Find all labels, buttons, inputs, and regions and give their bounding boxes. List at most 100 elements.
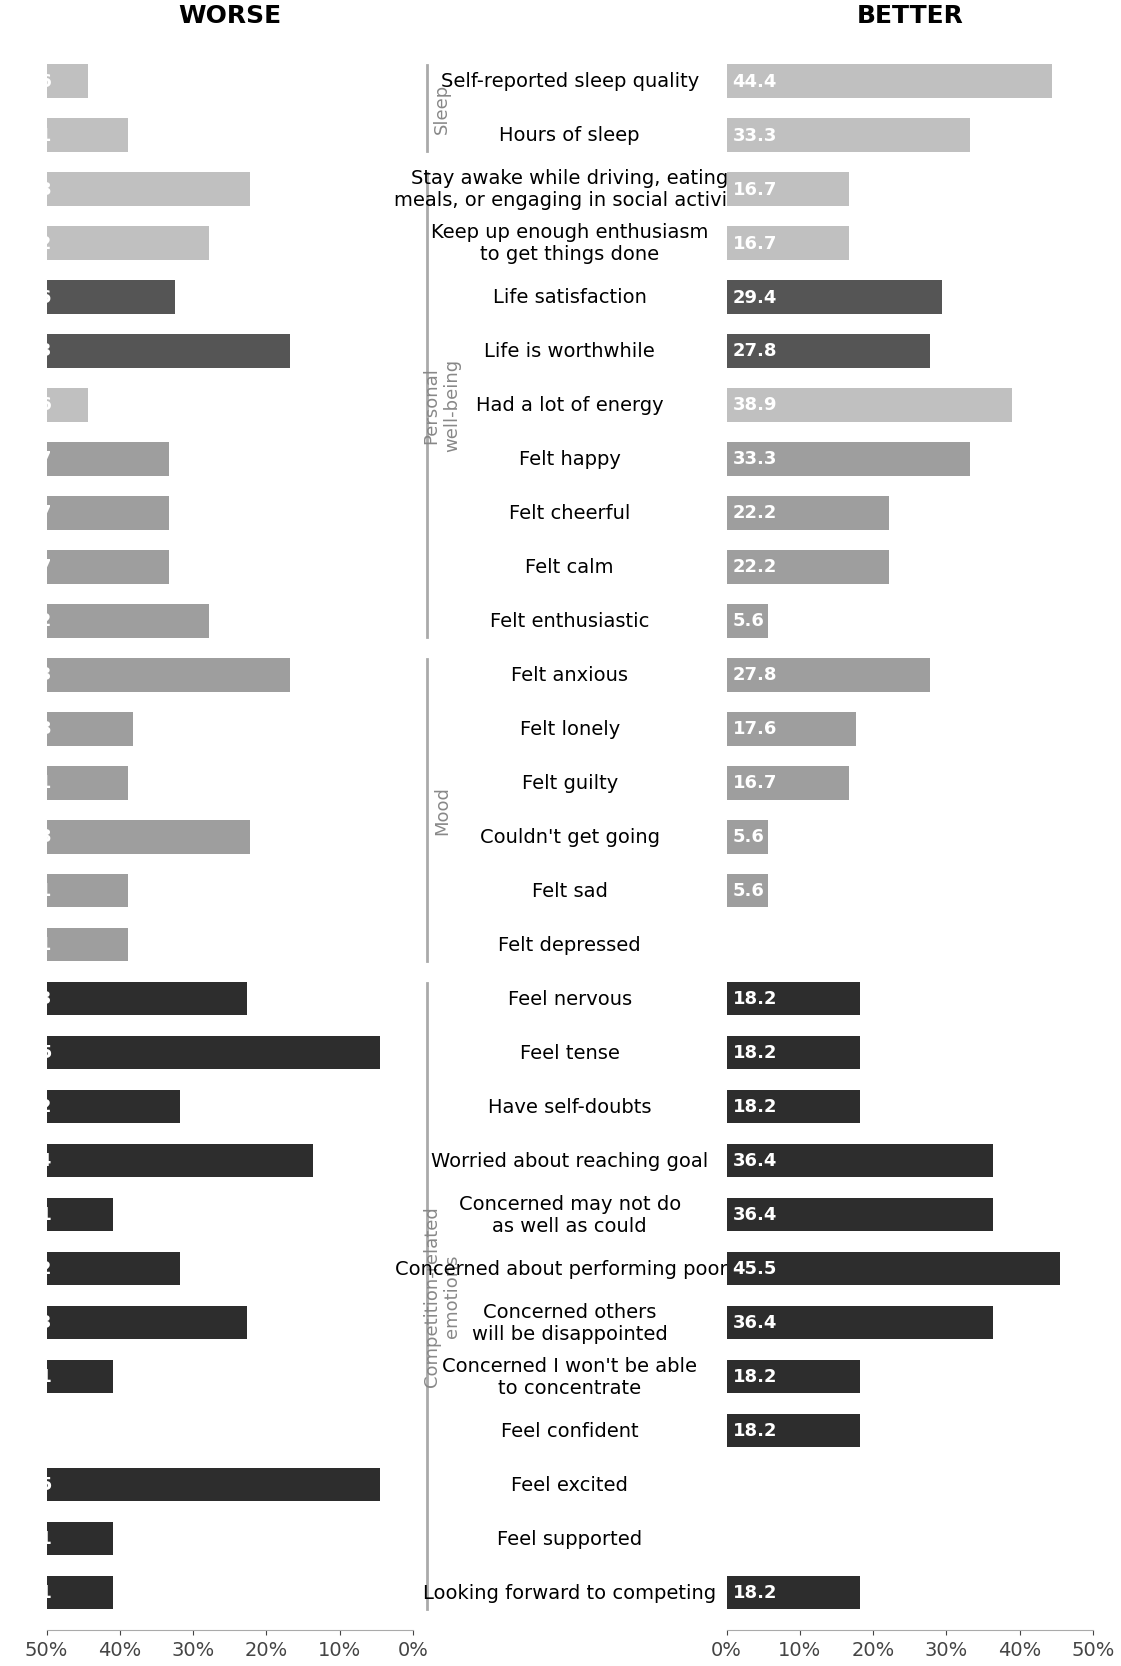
Text: 5.6: 5.6 [732,828,765,846]
Bar [47,443,169,476]
Text: Felt lonely: Felt lonely [519,720,620,738]
Text: 16.7: 16.7 [8,505,53,521]
Text: Felt cheerful: Felt cheerful [509,503,630,523]
Text: WORSE: WORSE [178,3,281,28]
Text: Concerned may not do
as well as could: Concerned may not do as well as could [458,1195,680,1235]
Text: Concerned about performing poorly: Concerned about performing poorly [395,1259,744,1278]
Text: 18.2: 18.2 [732,1584,777,1601]
Text: 18.2: 18.2 [732,1045,777,1061]
Bar [47,875,128,908]
Text: 5.6: 5.6 [20,73,53,90]
Text: Stay awake while driving, eating
meals, or engaging in social activity: Stay awake while driving, eating meals, … [393,168,745,210]
Text: Life satisfaction: Life satisfaction [492,288,647,307]
Bar [726,118,970,152]
Text: 17.6: 17.6 [8,288,53,307]
Bar [726,335,929,368]
Text: Feel tense: Feel tense [519,1043,620,1063]
Bar [726,1145,993,1178]
Text: 11.1: 11.1 [8,775,53,791]
Text: 11.1: 11.1 [8,881,53,900]
Bar [47,118,128,152]
Bar [47,550,169,585]
Text: 9.1: 9.1 [20,1529,53,1548]
Text: Concerned I won't be able
to concentrate: Concerned I won't be able to concentrate [442,1356,697,1398]
Bar [726,496,889,530]
Text: Competition-related
emotions: Competition-related emotions [423,1206,461,1386]
Text: 18.2: 18.2 [732,1421,777,1439]
Text: 36.4: 36.4 [732,1206,777,1225]
Text: 18.2: 18.2 [8,1259,53,1278]
Bar [47,1253,179,1286]
Text: 16.7: 16.7 [8,450,53,468]
Bar [47,1359,113,1393]
Text: Felt calm: Felt calm [526,558,613,576]
Bar [726,1359,860,1393]
Bar [726,280,942,315]
Bar [726,766,849,800]
Text: Personal
well-being: Personal well-being [423,358,461,451]
Text: 16.7: 16.7 [732,235,777,253]
Text: Feel excited: Feel excited [511,1474,628,1494]
Text: 9.1: 9.1 [20,1368,53,1386]
Text: 11.1: 11.1 [8,127,53,145]
Bar [47,1521,113,1556]
Text: Have self-doubts: Have self-doubts [488,1098,651,1116]
Text: 36.4: 36.4 [8,1151,53,1170]
Bar [726,1036,860,1070]
Text: 22.2: 22.2 [8,611,53,630]
Bar [726,983,860,1016]
Text: 38.9: 38.9 [732,397,777,415]
Text: 33.3: 33.3 [732,450,777,468]
Text: 17.6: 17.6 [732,720,777,738]
Text: 18.2: 18.2 [8,1098,53,1116]
Text: BETTER: BETTER [856,3,963,28]
Bar [47,496,169,530]
Bar [726,1576,860,1609]
Bar [726,875,768,908]
Text: Hours of sleep: Hours of sleep [499,127,640,145]
Bar [47,1576,113,1609]
Text: Had a lot of energy: Had a lot of energy [475,397,664,415]
Text: Feel supported: Feel supported [497,1529,642,1548]
Text: Looking forward to competing: Looking forward to competing [423,1583,716,1603]
Bar [726,1198,993,1231]
Bar [47,1468,380,1501]
Text: Felt guilty: Felt guilty [521,773,618,793]
Bar [47,388,87,421]
Text: 27.8: 27.8 [8,828,53,846]
Text: 27.8: 27.8 [8,180,53,198]
Text: 44.4: 44.4 [732,73,777,90]
Bar [726,65,1051,98]
Text: Sleep: Sleep [433,83,451,133]
Text: 22.2: 22.2 [8,235,53,253]
Text: Felt depressed: Felt depressed [498,936,641,955]
Bar [726,820,768,853]
Bar [47,65,87,98]
Text: 22.2: 22.2 [732,558,777,576]
Bar [726,173,849,207]
Bar [726,1306,993,1339]
Bar [47,766,128,800]
Text: 27.8: 27.8 [732,343,777,360]
Text: Concerned others
will be disappointed: Concerned others will be disappointed [472,1303,667,1343]
Text: 18.2: 18.2 [732,990,777,1008]
Text: 5.6: 5.6 [20,397,53,415]
Text: 36.4: 36.4 [732,1314,777,1331]
Bar [726,388,1011,421]
Bar [47,713,133,746]
Text: 29.4: 29.4 [732,288,777,307]
Text: 9.1: 9.1 [20,1206,53,1225]
Bar [726,227,849,260]
Bar [47,658,290,691]
Bar [726,713,855,746]
Text: Keep up enough enthusiasm
to get things done: Keep up enough enthusiasm to get things … [430,223,708,263]
Text: 11.8: 11.8 [8,720,53,738]
Text: Self-reported sleep quality: Self-reported sleep quality [441,72,698,92]
Text: Feel nervous: Feel nervous [508,990,631,1008]
Bar [47,820,250,853]
Text: 27.3: 27.3 [8,990,53,1008]
Bar [47,173,250,207]
Text: Felt anxious: Felt anxious [511,666,628,685]
Text: 9.1: 9.1 [20,1584,53,1601]
Bar [726,1253,1059,1286]
